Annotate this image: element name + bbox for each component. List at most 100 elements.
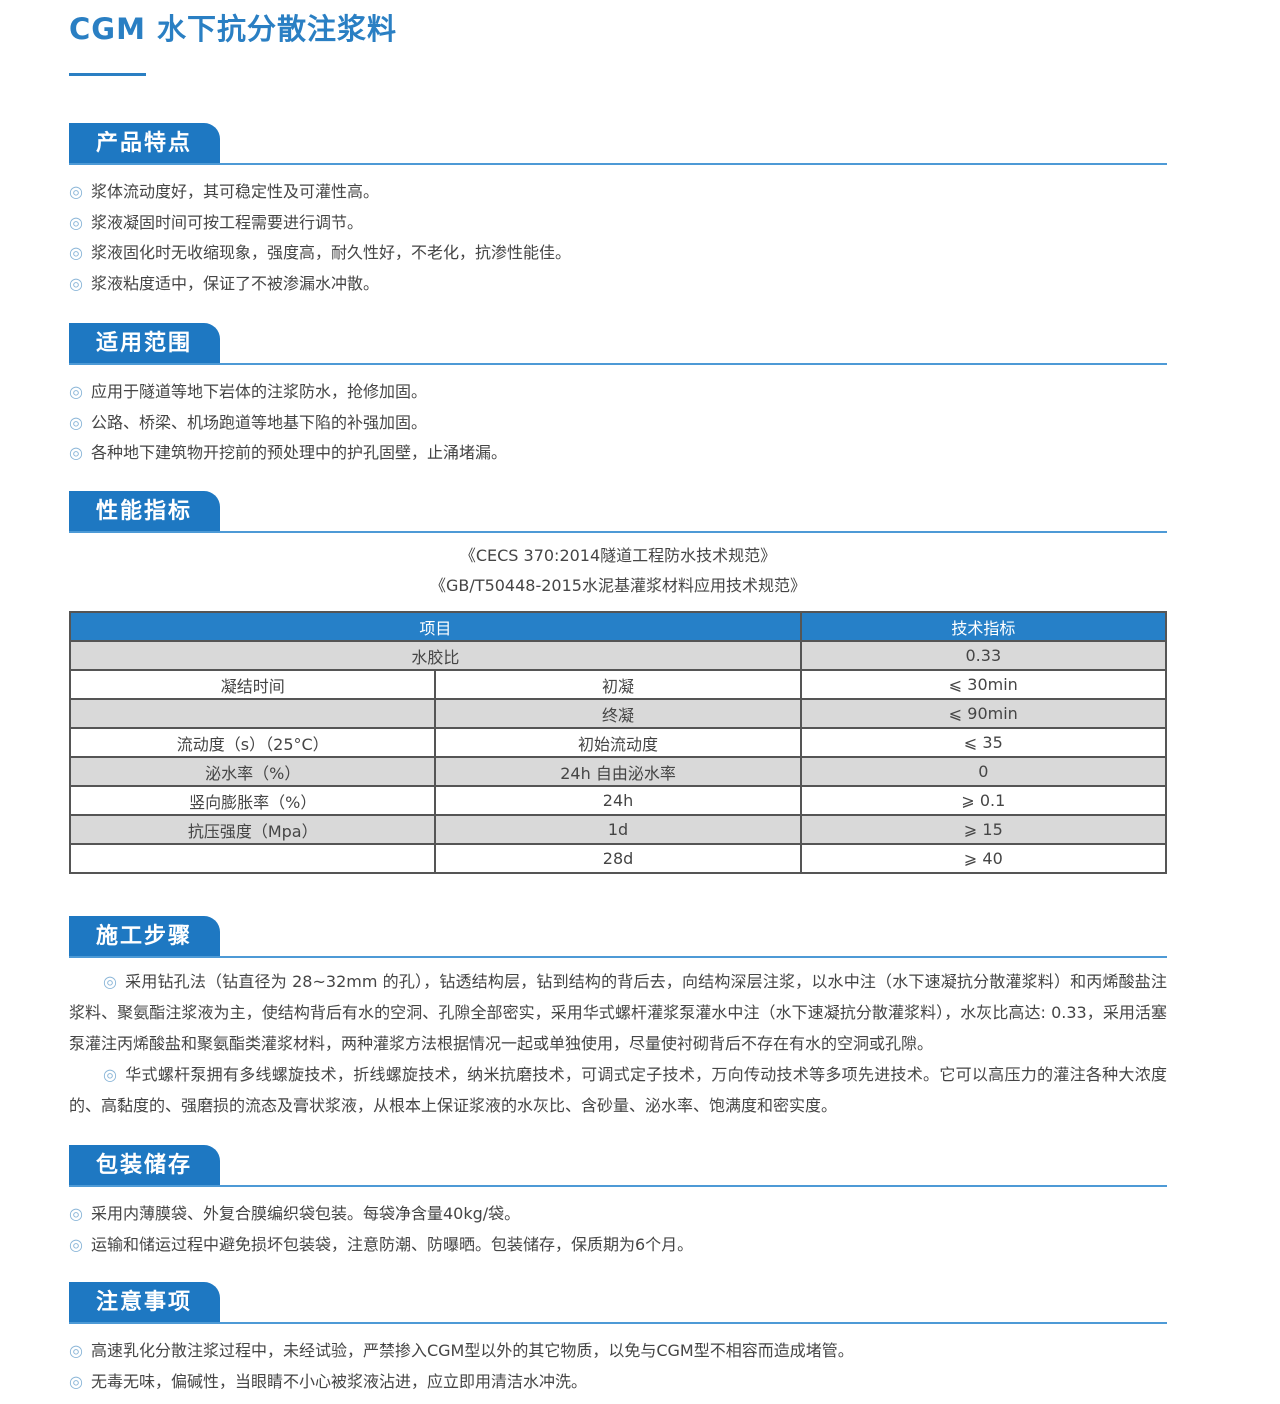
- section-construction: 施工步骤 ◎ 采用钻孔法（钻直径为 28~32mm 的孔），钻透结构层，钻到结构的…: [69, 916, 1167, 1121]
- section-header: 注意事项: [69, 1282, 1167, 1324]
- table-cell: 水胶比: [69, 640, 802, 671]
- section-header: 产品特点: [69, 123, 1167, 165]
- list-item: ◎ 采用内薄膜袋、外复合膜编织袋包装。每袋净含量40kg/袋。: [69, 1199, 1167, 1230]
- table-cell: 0.33: [799, 640, 1168, 671]
- table-cell: 初凝: [434, 669, 802, 700]
- bullet-icon: ◎: [69, 243, 83, 262]
- bullet-icon: ◎: [69, 182, 83, 201]
- section-heading: 施工步骤: [69, 916, 220, 956]
- bullet-icon: ◎: [69, 273, 83, 293]
- bullet-icon: ◎: [69, 212, 83, 232]
- table-cell: 0: [799, 756, 1168, 787]
- list-item-text: 运输和储运过程中避免损坏包装袋，注意防潮、防曝晒。包装储存，保质期为6个月。: [90, 1234, 694, 1254]
- feature-list: ◎ 浆体流动度好，其可稳定性及可灌性高。 ◎ 浆液凝固时间可按工程需要进行调节。 ◎ 浆液…: [69, 177, 1167, 299]
- scope-list: ◎ 应用于隧道等地下岩体的注浆防水，抢修加固。 ◎ 公路、桥梁、机场跑道等地基下陷的补…: [69, 377, 1167, 469]
- bullet-icon: ◎: [69, 1371, 83, 1391]
- section-heading: 包装储存: [69, 1145, 220, 1185]
- header-item: 项目: [69, 611, 802, 642]
- table-row: 凝结时间 初凝 ⩽ 30min: [68, 669, 1168, 700]
- section-performance: 性能指标 《CECS 370:2014隧道工程防水技术规范》 《GB/T5044…: [68, 491, 1168, 874]
- section-header: 性能指标: [69, 491, 1167, 533]
- list-item: ◎ 浆体流动度好，其可稳定性及可灌性高。: [69, 177, 1167, 208]
- list-item-text: 公路、桥梁、机场跑道等地基下陷的补强加固。: [90, 412, 427, 432]
- table-cell: 泌水率（%）: [68, 756, 437, 787]
- table-header-row: 项目 技术指标: [69, 611, 1168, 642]
- table-cell: 1d: [434, 814, 802, 845]
- table-cell: ⩾ 15: [799, 814, 1168, 845]
- table-cell: 流动度（s）（25°C）: [68, 727, 437, 758]
- section-heading: 适用范围: [69, 323, 220, 363]
- table-cell: 抗压强度（Mpa）: [68, 814, 437, 845]
- section-notes: 注意事项 ◎ 高速乳化分散注浆过程中，未经试验，严禁掺入CGM型以外的其它物质，以…: [69, 1282, 1167, 1397]
- table-row: 泌水率（%） 24h 自由泌水率 0: [68, 756, 1168, 787]
- bullet-icon: ◎: [69, 382, 83, 401]
- table-cell: ⩾ 0.1: [799, 785, 1168, 816]
- list-item-text: 浆液凝固时间可按工程需要进行调节。: [90, 212, 363, 232]
- list-item-text: 浆体流动度好，其可稳定性及可灌性高。: [90, 182, 379, 201]
- table-cell: 初始流动度: [434, 727, 802, 758]
- construction-paragraph: ◎ 采用钻孔法（钻直径为 28~32mm 的孔），钻透结构层，钻到结构的背后去，向…: [69, 972, 1167, 1053]
- list-item-text: 采用内薄膜袋、外复合膜编织袋包装。每袋净含量40kg/袋。: [90, 1204, 521, 1223]
- list-item: ◎ 各种地下建筑物开挖前的预处理中的护孔固壁，止涌堵漏。: [69, 438, 1167, 469]
- table-cell: 终凝: [434, 698, 802, 729]
- list-item-text: 浆液固化时无收缩现象，强度高，耐久性好，不老化，抗渗性能佳。: [90, 243, 571, 262]
- section-header: 适用范围: [69, 323, 1167, 365]
- bullet-icon: ◎: [69, 1234, 83, 1254]
- list-item: ◎ 应用于隧道等地下岩体的注浆防水，抢修加固。: [69, 377, 1167, 408]
- page-title: CGM 水下抗分散注浆料: [69, 12, 398, 46]
- packaging-list: ◎ 采用内薄膜袋、外复合膜编织袋包装。每袋净含量40kg/袋。 ◎ 运输和储运过程中避…: [69, 1199, 1167, 1260]
- table-cell: 24h 自由泌水率: [434, 756, 802, 787]
- bullet-icon: ◎: [103, 972, 118, 991]
- table-row: 水胶比 0.33: [69, 640, 1168, 671]
- list-item-text: 各种地下建筑物开挖前的预处理中的护孔固壁，止涌堵漏。: [90, 443, 507, 462]
- table-cell: 凝结时间: [68, 669, 437, 700]
- table-cell: 28d: [434, 843, 802, 874]
- table-cell: ⩽ 90min: [799, 698, 1168, 729]
- title-underline: [69, 73, 146, 76]
- list-item: ◎ 浆液粘度适中，保证了不被渗漏水冲散。: [69, 269, 1167, 300]
- list-item-text: 应用于隧道等地下岩体的注浆防水，抢修加固。: [90, 382, 427, 401]
- table-cell: ⩽ 30min: [799, 669, 1168, 700]
- header-spec: 技术指标: [799, 611, 1168, 642]
- table-row: 流动度（s）（25°C） 初始流动度 ⩽ 35: [68, 727, 1168, 758]
- list-item-text: 无毒无味，偏碱性，当眼睛不小心被浆液沾进，应立即用清洁水冲洗。: [90, 1371, 587, 1391]
- table-cell: ⩽ 35: [799, 727, 1168, 758]
- list-item: ◎ 浆液凝固时间可按工程需要进行调节。: [69, 208, 1167, 239]
- list-item-text: 高速乳化分散注浆过程中，未经试验，严禁掺入CGM型以外的其它物质，以免与CGM型…: [90, 1341, 854, 1360]
- table-cell: [68, 843, 437, 874]
- section-heading: 注意事项: [69, 1282, 220, 1322]
- table-row: 28d ⩾ 40: [68, 843, 1168, 874]
- bullet-icon: ◎: [69, 412, 83, 432]
- list-item-text: 浆液粘度适中，保证了不被渗漏水冲散。: [90, 273, 379, 293]
- bullet-icon: ◎: [69, 443, 83, 462]
- construction-paragraph: ◎ 华式螺杆泵拥有多线螺旋技术，折线螺旋技术，纳米抗磨技术，可调式定子技术，万向传…: [69, 1065, 1167, 1115]
- section-heading: 性能指标: [69, 491, 220, 531]
- table-cell: 竖向膨胀率（%）: [68, 785, 437, 816]
- standard-ref: 《GB/T50448-2015水泥基灌浆材料应用技术规范》: [430, 576, 806, 595]
- list-item: ◎ 高速乳化分散注浆过程中，未经试验，严禁掺入CGM型以外的其它物质，以免与CGM…: [69, 1336, 1167, 1367]
- table-cell: ⩾ 40: [799, 843, 1168, 874]
- notes-list: ◎ 高速乳化分散注浆过程中，未经试验，严禁掺入CGM型以外的其它物质，以免与CGM…: [69, 1336, 1167, 1397]
- bullet-icon: ◎: [103, 1065, 118, 1084]
- standard-ref: 《CECS 370:2014隧道工程防水技术规范》: [459, 546, 777, 565]
- bullet-icon: ◎: [69, 1341, 83, 1360]
- section-scope: 适用范围 ◎ 应用于隧道等地下岩体的注浆防水，抢修加固。 ◎ 公路、桥梁、机场跑道等地…: [69, 323, 1167, 469]
- table-row: 抗压强度（Mpa） 1d ⩾ 15: [68, 814, 1168, 845]
- list-item: ◎ 浆液固化时无收缩现象，强度高，耐久性好，不老化，抗渗性能佳。: [69, 238, 1167, 269]
- section-header: 包装储存: [69, 1145, 1167, 1187]
- bullet-icon: ◎: [69, 1204, 83, 1223]
- list-item: ◎ 无毒无味，偏碱性，当眼睛不小心被浆液沾进，应立即用清洁水冲洗。: [69, 1367, 1167, 1398]
- table-cell: [68, 698, 437, 729]
- performance-table: 项目 技术指标 水胶比 0.33 凝结时间 初凝 ⩽ 30min 终凝 ⩽ 90min 流动度…: [68, 611, 1168, 874]
- table-row: 竖向膨胀率（%） 24h ⩾ 0.1: [68, 785, 1168, 816]
- section-features: 产品特点 ◎ 浆体流动度好，其可稳定性及可灌性高。 ◎ 浆液凝固时间可按工程需要进行调…: [69, 123, 1167, 299]
- section-header: 施工步骤: [69, 916, 1167, 958]
- section-packaging: 包装储存 ◎ 采用内薄膜袋、外复合膜编织袋包装。每袋净含量40kg/袋。 ◎ 运输和储…: [69, 1145, 1167, 1260]
- list-item: ◎ 公路、桥梁、机场跑道等地基下陷的补强加固。: [69, 408, 1167, 439]
- section-heading: 产品特点: [69, 123, 220, 163]
- table-row: 终凝 ⩽ 90min: [68, 698, 1168, 729]
- table-cell: 24h: [434, 785, 802, 816]
- list-item: ◎ 运输和储运过程中避免损坏包装袋，注意防潮、防曝晒。包装储存，保质期为6个月。: [69, 1230, 1167, 1261]
- standard-references: 《CECS 370:2014隧道工程防水技术规范》 《GB/T50448-201…: [69, 541, 1167, 601]
